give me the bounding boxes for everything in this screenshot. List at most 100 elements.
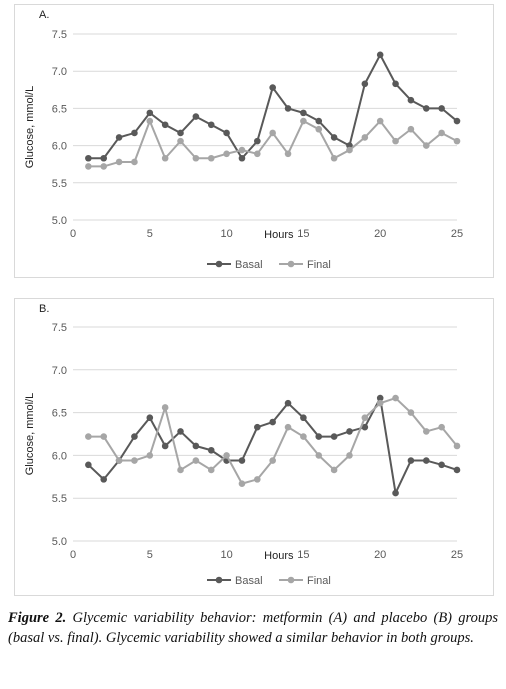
y-tick-label: 6.5 (52, 408, 67, 420)
x-tick-label: 5 (147, 228, 153, 240)
data-point-basal (100, 154, 108, 162)
data-point-final (284, 150, 292, 158)
data-point-basal (407, 457, 415, 464)
data-point-final (85, 163, 92, 170)
x-tick-label: 25 (451, 228, 463, 240)
data-point-basal (269, 84, 276, 91)
x-tick-label: 25 (451, 549, 463, 561)
data-point-basal (161, 442, 169, 450)
data-point-basal (131, 129, 138, 137)
data-point-basal (284, 399, 292, 407)
data-point-final (300, 433, 307, 440)
data-point-final (100, 163, 108, 170)
y-tick-label: 7.5 (52, 322, 67, 334)
data-point-final (361, 414, 369, 422)
chart-a-svg: 5.0 5.5 6.0 6.5 7.0 7.5 0 5 10 15 20 25 Hours Glucose… (24, 29, 463, 271)
data-point-final (177, 137, 184, 145)
data-point-basal (330, 134, 338, 141)
data-point-final (453, 137, 461, 145)
data-point-basal (177, 428, 184, 435)
data-point-final (407, 125, 415, 133)
data-point-final (346, 452, 353, 459)
x-tick-label: 10 (220, 228, 232, 240)
x-tick-label: 0 (70, 549, 76, 561)
data-point-basal (115, 134, 123, 141)
data-point-final (100, 433, 108, 440)
data-point-final (115, 158, 123, 166)
y-tick-label: 5.0 (52, 536, 67, 548)
data-point-final (207, 466, 215, 474)
data-point-final (192, 457, 200, 464)
data-point-final (238, 146, 246, 154)
y-tick-label: 7.5 (52, 29, 67, 41)
data-point-basal (254, 137, 261, 145)
data-point-basal (376, 394, 384, 402)
data-point-final (453, 442, 461, 450)
figure-caption: Figure 2. Glycemic variability behavior:… (8, 608, 498, 648)
data-point-basal (392, 80, 399, 88)
data-point-final (407, 409, 415, 416)
y-tick-label: 6.0 (52, 450, 67, 462)
y-tick-label: 5.5 (52, 178, 67, 190)
data-point-basal (192, 113, 200, 120)
x-tick-label: 0 (70, 228, 76, 240)
data-point-basal (100, 476, 108, 483)
x-axis-label: Hours (264, 229, 294, 241)
legend-marker (215, 576, 223, 584)
y-tick-label: 5.0 (52, 215, 67, 227)
x-tick-label: 10 (220, 549, 232, 561)
data-point-final (376, 117, 384, 125)
panel-label-b: B. (39, 303, 50, 315)
data-point-basal (207, 446, 215, 454)
legend-label-basal: Basal (235, 575, 263, 587)
data-point-final (131, 158, 138, 166)
data-point-basal (131, 433, 138, 440)
data-point-final (85, 433, 92, 440)
data-point-basal (407, 96, 415, 104)
y-axis-label: Glucose, mmol/L (24, 393, 36, 476)
data-point-basal (361, 423, 369, 431)
data-point-basal (300, 109, 307, 117)
x-axis-label-bg (260, 226, 297, 241)
data-point-final (269, 457, 276, 464)
data-point-final (161, 404, 169, 411)
data-point-basal (161, 121, 169, 129)
legend-marker (215, 260, 223, 268)
data-point-final (422, 142, 430, 149)
x-axis-label-bg (260, 547, 297, 562)
data-point-basal (453, 466, 461, 474)
data-point-final (376, 399, 384, 407)
legend-marker (287, 260, 295, 268)
legend-label-final: Final (307, 575, 331, 587)
data-point-final (392, 394, 399, 402)
data-point-final (254, 476, 261, 483)
x-tick-label: 5 (147, 549, 153, 561)
data-point-final (238, 480, 246, 487)
data-point-basal (146, 414, 154, 422)
data-point-basal (330, 433, 338, 440)
data-point-basal (85, 461, 92, 469)
y-tick-label: 5.5 (52, 493, 67, 505)
caption-label: Figure 2. (8, 610, 67, 626)
data-point-final (223, 452, 230, 459)
data-point-final (146, 452, 154, 459)
caption-text: Glycemic variability behavior: metformin… (8, 610, 498, 646)
data-point-basal (85, 154, 92, 162)
data-point-basal (422, 105, 430, 112)
data-point-final (223, 150, 230, 158)
data-point-final (284, 423, 292, 431)
data-point-basal (254, 423, 261, 431)
data-point-basal (392, 489, 399, 497)
chart-panel-a: A. 5.0 5.5 6.0 6.5 7.0 7.5 0 5 10 15 20 25 Hours Gluc… (14, 4, 494, 278)
data-point-final (346, 146, 353, 154)
data-point-final (361, 134, 369, 141)
data-point-basal (269, 418, 276, 426)
data-point-basal (453, 117, 461, 125)
data-point-basal (207, 121, 215, 129)
data-point-final (131, 457, 138, 464)
data-point-basal (438, 105, 445, 112)
y-tick-label: 6.5 (52, 103, 67, 115)
data-point-basal (361, 80, 369, 88)
data-point-basal (300, 414, 307, 422)
y-tick-label: 6.0 (52, 141, 67, 153)
